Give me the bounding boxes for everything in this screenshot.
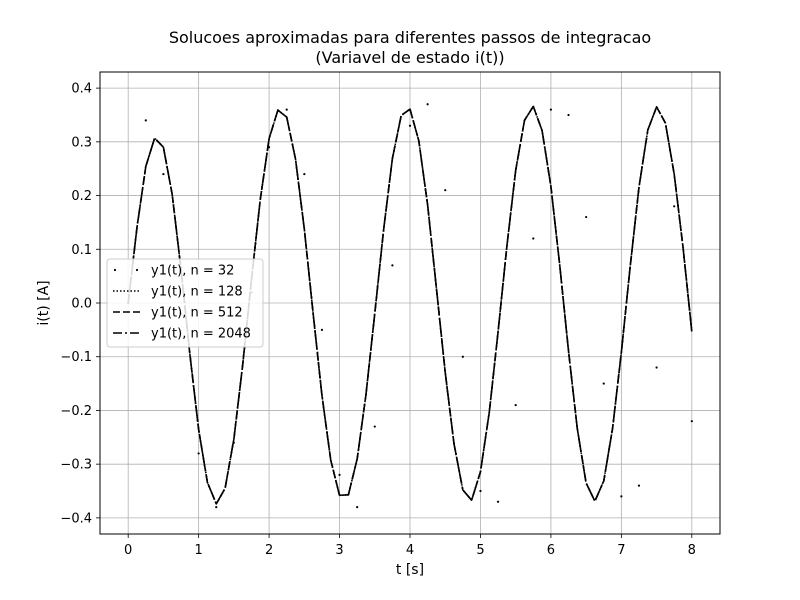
data-point — [567, 113, 570, 117]
legend: y1(t), n = 32 y1(t), n = 128 y1(t), n = 51… — [106, 258, 264, 348]
data-point — [373, 425, 376, 428]
data-point — [637, 484, 641, 487]
x-tick-label: 1 — [194, 543, 202, 558]
chart-subtitle: (Variavel de estado i(t)) — [315, 48, 505, 67]
data-point — [285, 108, 288, 111]
y-tick-label: 0.1 — [71, 243, 92, 258]
x-tick-label: 0 — [124, 543, 132, 558]
legend-label: y1(t), n = 2048 — [151, 327, 251, 342]
data-point — [620, 495, 623, 498]
y-tick-label: 0.2 — [71, 189, 92, 204]
data-point — [338, 473, 341, 477]
data-point — [602, 382, 605, 385]
data-point — [303, 172, 306, 176]
data-point — [673, 205, 676, 208]
data-point — [356, 506, 359, 509]
data-point — [444, 189, 447, 192]
y-tick-label: −0.2 — [60, 404, 92, 419]
legend-item: y1(t), n = 2048 — [113, 327, 251, 342]
y-tick-label: −0.4 — [60, 511, 92, 526]
data-point — [144, 119, 147, 122]
data-point — [514, 403, 517, 407]
y-tick-label: 0.3 — [71, 135, 92, 150]
series-line — [127, 105, 693, 505]
x-tick-label: 8 — [688, 543, 696, 558]
y-axis-label: i(t) [A] — [36, 280, 52, 325]
legend-item: y1(t), n = 512 — [113, 306, 243, 321]
legend-label: y1(t), n = 128 — [151, 285, 243, 300]
x-tick-label: 7 — [617, 543, 625, 558]
legend-label: y1(t), n = 32 — [151, 264, 234, 279]
data-point — [532, 237, 535, 240]
legend-item: y1(t), n = 32 — [113, 264, 234, 279]
y-tick-label: 0.4 — [71, 82, 92, 97]
legend-marker — [135, 268, 139, 272]
legend-item: y1(t), n = 128 — [113, 285, 243, 300]
y-tick-label: 0.0 — [71, 297, 92, 312]
chart-title: Solucoes aproximadas para diferentes pas… — [168, 28, 652, 47]
x-tick-label: 5 — [476, 543, 484, 558]
data-point — [426, 103, 429, 106]
data-point — [215, 506, 218, 509]
data-point — [585, 215, 588, 219]
x-tick-label: 4 — [406, 543, 414, 558]
tick-layer: 0 1 2 3 4 5 6 7 8 −0.4 −0.3 −0.2 −0.1 0.0 0.1 0.2 0.3 0.4 — [60, 82, 696, 558]
data-point — [408, 124, 412, 127]
data-point — [391, 264, 394, 267]
data-point — [461, 355, 464, 358]
data-point — [197, 452, 200, 455]
x-tick-label: 6 — [547, 543, 555, 558]
legend-marker — [113, 268, 117, 272]
data-point — [496, 500, 500, 503]
y-tick-label: −0.1 — [60, 350, 92, 365]
legend-label: y1(t), n = 512 — [151, 306, 243, 321]
data-point — [549, 108, 553, 111]
legend-box — [106, 258, 264, 348]
data-point — [320, 328, 324, 331]
x-tick-label: 3 — [335, 543, 343, 558]
data-point — [655, 366, 658, 369]
x-axis-label: t [s] — [396, 562, 424, 578]
data-point — [479, 489, 482, 493]
data-point — [690, 420, 693, 423]
x-tick-label: 2 — [265, 543, 273, 558]
data-point — [162, 172, 165, 176]
y-tick-label: −0.3 — [60, 458, 92, 473]
